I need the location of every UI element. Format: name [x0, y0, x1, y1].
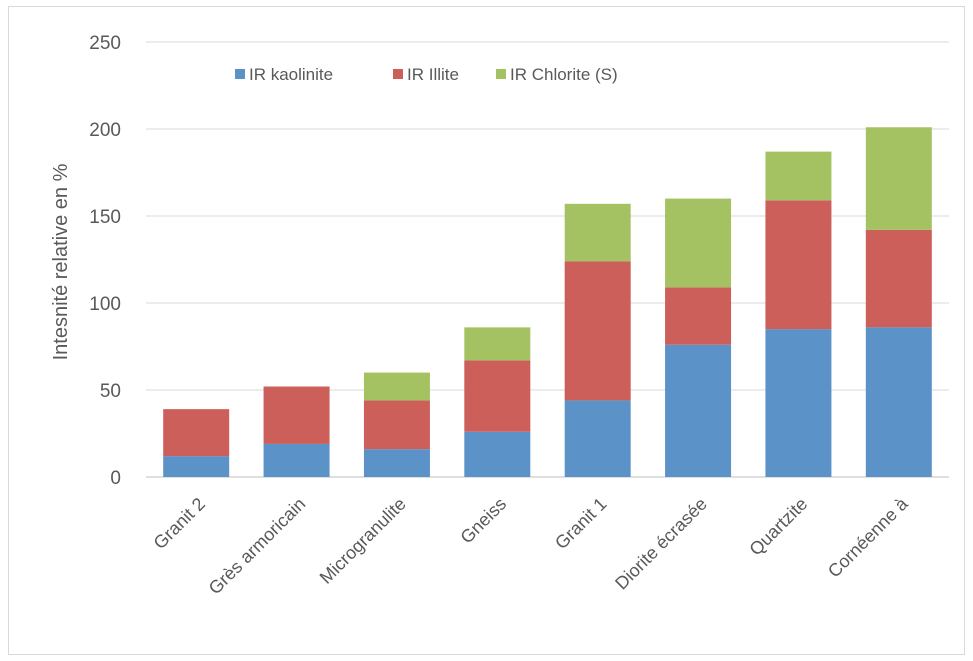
bar-segment-kaolinite: [564, 400, 631, 477]
y-axis-ticks: 0 50 100 150 200 250: [89, 33, 121, 489]
bar-segment-illite: [564, 261, 631, 401]
legend-label: IR Illite: [407, 65, 459, 84]
x-tick-label: Microgranulite: [316, 494, 410, 588]
bar-segment-chlorite: [865, 127, 932, 230]
legend-swatch: [393, 69, 403, 79]
legend-swatch: [235, 69, 245, 79]
bar-segment-illite: [464, 360, 531, 432]
legend: IR kaolinite IR Illite IR Chlorite (S): [235, 65, 618, 84]
bars: [163, 127, 932, 477]
bar-segment-chlorite: [464, 327, 531, 361]
bar-segment-illite: [163, 409, 230, 457]
bar-segment-chlorite: [765, 151, 832, 201]
bar-segment-chlorite: [564, 203, 631, 262]
legend-swatch: [496, 69, 506, 79]
bar-segment-kaolinite: [464, 431, 531, 477]
y-axis-label: Intesnité relative en %: [50, 163, 72, 360]
y-tick-label: 150: [89, 207, 121, 228]
bar-segment-kaolinite: [163, 456, 230, 477]
bar-segment-illite: [363, 400, 430, 450]
x-tick-label: Gneiss: [456, 494, 510, 548]
bar-segment-kaolinite: [765, 329, 832, 477]
bar-segment-kaolinite: [363, 449, 430, 477]
x-tick-label: Granit 2: [150, 494, 209, 553]
y-tick-label: 50: [100, 381, 121, 402]
y-tick-label: 250: [89, 33, 121, 54]
bar-segment-kaolinite: [865, 327, 932, 477]
legend-label: IR Chlorite (S): [510, 65, 618, 84]
x-tick-label: Cornéenne à: [824, 493, 912, 581]
bar-segment-kaolinite: [263, 443, 330, 477]
x-tick-label: Grès armoricain: [205, 494, 310, 599]
bar-segment-illite: [865, 229, 932, 328]
bar-segment-illite: [765, 200, 832, 330]
y-tick-label: 0: [110, 468, 121, 489]
x-tick-label: Diorite écrasée: [611, 494, 711, 594]
bar-segment-kaolinite: [665, 344, 732, 477]
y-tick-label: 200: [89, 120, 121, 141]
bar-segment-illite: [263, 386, 330, 444]
x-tick-label: Quartzite: [745, 494, 811, 560]
y-tick-label: 100: [89, 294, 121, 315]
x-tick-label: Granit 1: [551, 494, 610, 553]
bar-segment-illite: [665, 287, 732, 345]
legend-label: IR kaolinite: [249, 65, 333, 84]
chart-area: 0 50 100 150 200 250 Granit 2 Grès armoricain M…: [8, 6, 965, 655]
bar-segment-chlorite: [363, 372, 430, 401]
bar-segment-chlorite: [665, 198, 732, 288]
